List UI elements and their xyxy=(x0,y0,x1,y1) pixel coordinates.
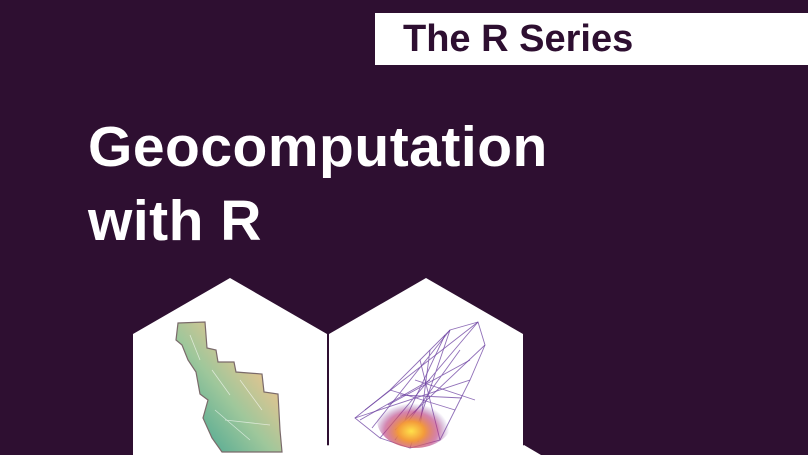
book-title: Geocomputation with R xyxy=(88,110,548,258)
hexagon-network xyxy=(329,278,523,455)
terrain-map-icon xyxy=(175,321,283,453)
series-label: The R Series xyxy=(403,18,634,60)
hexagon-terrain xyxy=(133,278,327,455)
hexagon-partial-right xyxy=(507,445,541,455)
network-hotspot xyxy=(377,392,453,448)
book-title-line-2: with R xyxy=(88,189,262,253)
hexagon-partial-left xyxy=(311,445,345,455)
book-title-line-1: Geocomputation xyxy=(88,115,548,179)
series-banner: The R Series xyxy=(375,13,808,65)
